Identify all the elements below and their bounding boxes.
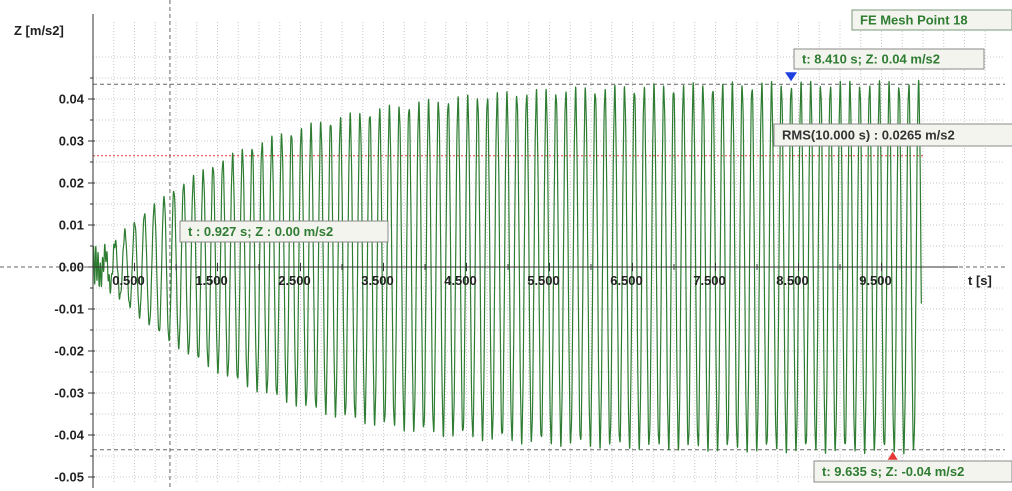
x-axis-label: t [s] bbox=[968, 273, 992, 288]
max-marker-triangle bbox=[785, 72, 798, 82]
rms-label-text: RMS(10.000 s) : 0.0265 m/s2 bbox=[782, 128, 955, 143]
y-tick-label: -0.03 bbox=[54, 386, 84, 401]
x-tick-label: 5.500 bbox=[527, 273, 560, 288]
y-tick-label: 0.00 bbox=[59, 260, 84, 275]
x-tick-label: 9.500 bbox=[859, 273, 892, 288]
y-tick-label: -0.01 bbox=[54, 302, 84, 317]
min-marker-label-box bbox=[813, 460, 1012, 483]
x-tick-label: 1.500 bbox=[195, 273, 228, 288]
x-tick-label: 3.500 bbox=[361, 273, 394, 288]
y-tick-label: -0.02 bbox=[54, 344, 84, 359]
min-marker-label-text: t: 9.635 s; Z: -0.04 m/s2 bbox=[822, 464, 964, 479]
x-tick-label: 7.500 bbox=[693, 273, 726, 288]
y-tick-label: -0.05 bbox=[54, 470, 84, 485]
y-tick-label: -0.04 bbox=[54, 428, 84, 443]
x-tick-label: 8.500 bbox=[776, 273, 809, 288]
rms-label: RMS(10.000 s) : 0.0265 m/s2 bbox=[773, 123, 1012, 147]
axes: 0.04 0.03 0.02 0.01 0.00 -0.01 -0.02 -0.03 -0.04… bbox=[14, 14, 992, 488]
y-tick-label: 0.04 bbox=[59, 92, 85, 107]
y-tick-label: 0.02 bbox=[59, 176, 84, 191]
annotations: FE Mesh Point 18 t: 8.410 s; Z: 0.04 m/s2… bbox=[179, 9, 1012, 483]
max-marker-label: t: 8.410 s; Z: 0.04 m/s2 bbox=[793, 48, 985, 70]
series-line bbox=[92, 79, 922, 455]
x-tick-label: 2.500 bbox=[278, 273, 311, 288]
legend-text: FE Mesh Point 18 bbox=[860, 13, 968, 28]
cursor-label-text: t : 0.927 s; Z : 0.00 m/s2 bbox=[188, 224, 333, 239]
series-layer bbox=[92, 79, 922, 455]
cursor-label-box bbox=[179, 220, 389, 243]
y-axis-label: Z [m/s2] bbox=[14, 23, 64, 38]
max-marker-label-box bbox=[793, 48, 985, 70]
rms-label-box bbox=[773, 123, 1012, 147]
cursor-label: t : 0.927 s; Z : 0.00 m/s2 bbox=[179, 220, 389, 243]
y-tick-label: 0.01 bbox=[59, 218, 84, 233]
min-marker-label: t: 9.635 s; Z: -0.04 m/s2 bbox=[813, 460, 1012, 483]
x-tick-label: 4.500 bbox=[444, 273, 477, 288]
x-tick-label: 6.500 bbox=[610, 273, 643, 288]
legend-box bbox=[851, 9, 1012, 31]
legend: FE Mesh Point 18 bbox=[851, 9, 1012, 31]
y-tick-label: 0.03 bbox=[59, 134, 84, 149]
max-marker-label-text: t: 8.410 s; Z: 0.04 m/s2 bbox=[802, 52, 940, 67]
min-marker-triangle bbox=[887, 451, 898, 460]
x-tick-label: 0.500 bbox=[112, 273, 145, 288]
